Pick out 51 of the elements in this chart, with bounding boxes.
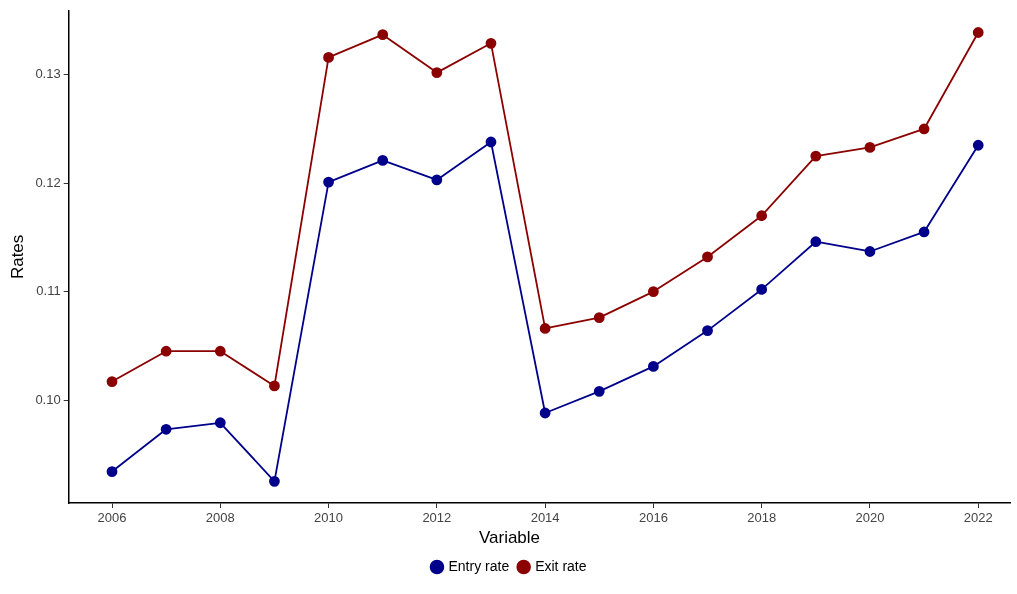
point [756, 210, 768, 222]
point [323, 52, 334, 63]
point [485, 136, 497, 148]
point [269, 475, 280, 487]
point [377, 155, 389, 166]
y-tick-label: 0.12 [35, 174, 61, 190]
x-tick-label: 2008 [205, 510, 235, 526]
y-tick-label: 0.11 [36, 283, 61, 299]
point [918, 123, 930, 135]
point [106, 466, 118, 477]
point [918, 226, 930, 238]
y-axis-title: Rates [7, 234, 27, 280]
point [810, 236, 822, 248]
x-tick-label: 2014 [530, 510, 560, 526]
point [593, 312, 605, 324]
point [756, 284, 768, 295]
point [323, 176, 334, 188]
point [864, 142, 876, 153]
point [702, 325, 713, 337]
x-tick-label: 2020 [855, 510, 885, 526]
point [972, 139, 984, 151]
legend-label: Exit rate [535, 557, 587, 574]
legend-title: Variable [478, 527, 541, 547]
point [214, 345, 226, 357]
point [269, 380, 280, 392]
legend-label: Entry rate [448, 557, 510, 574]
point [972, 27, 984, 38]
x-tick-label: 2006 [97, 510, 127, 526]
x-tick-label: 2016 [638, 510, 668, 526]
x-tick-label: 2022 [963, 510, 993, 526]
point [864, 246, 876, 257]
point [431, 67, 443, 78]
point [810, 150, 822, 162]
point [647, 286, 659, 297]
point [539, 407, 551, 419]
point [539, 323, 551, 334]
point [106, 376, 118, 387]
y-tick-label: 0.10 [35, 391, 61, 407]
point [377, 29, 389, 41]
point [485, 37, 497, 49]
point [431, 174, 443, 186]
x-tick-label: 2010 [314, 510, 344, 526]
x-tick-label: 2012 [422, 510, 452, 526]
point [214, 417, 226, 429]
point [160, 423, 172, 435]
point [160, 345, 172, 357]
point [593, 385, 605, 397]
point [647, 361, 659, 372]
y-tick-label: 0.13 [35, 66, 61, 82]
point [702, 251, 713, 263]
x-tick-label: 2018 [747, 510, 777, 526]
